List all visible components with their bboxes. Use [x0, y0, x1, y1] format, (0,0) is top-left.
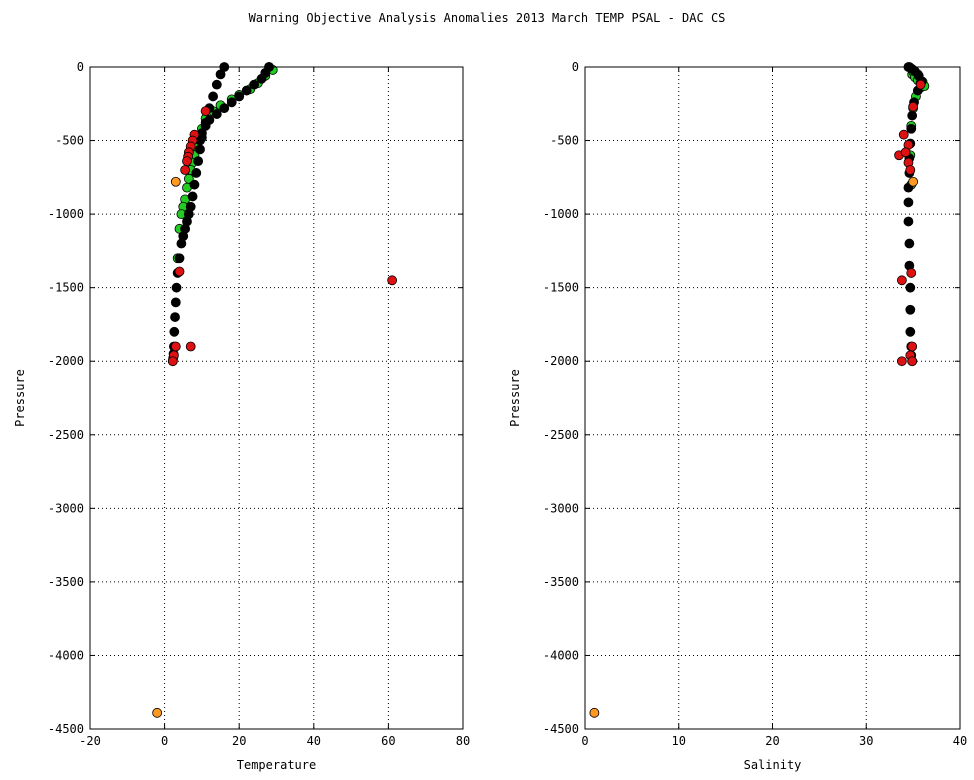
- temperature-data-point: [169, 326, 180, 337]
- temperature-data-point: [211, 79, 222, 90]
- temperature-data-point: [226, 97, 237, 108]
- temperature-y-tick-label: -3000: [48, 501, 84, 515]
- salinity-data-point: [900, 147, 911, 158]
- salinity-data-point: [907, 341, 918, 352]
- salinity-data-point: [908, 176, 919, 187]
- salinity-data-point: [903, 216, 914, 227]
- temperature-y-axis-label: Pressure: [13, 369, 27, 427]
- salinity-data-point: [905, 165, 916, 175]
- temperature-data-point: [180, 165, 191, 175]
- temperature-data-point: [191, 168, 202, 178]
- temperature-data-point: [241, 85, 252, 96]
- temperature-data-point: [182, 156, 192, 167]
- salinity-data-point: [589, 707, 600, 718]
- temperature-data-point: [187, 191, 198, 202]
- temperature-data-point: [208, 91, 218, 102]
- salinity-y-tick-label: -500: [550, 134, 579, 148]
- temperature-y-tick-label: -1000: [48, 207, 84, 221]
- salinity-y-tick-label: -2000: [543, 354, 579, 368]
- salinity-data-point: [907, 356, 918, 367]
- salinity-data-point: [904, 238, 915, 249]
- salinity-x-tick-label: 10: [672, 734, 686, 748]
- temperature-data-point: [193, 156, 204, 167]
- salinity-y-tick-label: -4500: [543, 722, 579, 736]
- temperature-data-point: [219, 103, 230, 114]
- salinity-data-point: [915, 79, 926, 90]
- salinity-data-point: [908, 101, 919, 112]
- salinity-y-tick-label: -1500: [543, 281, 579, 295]
- temperature-data-point: [152, 707, 163, 718]
- salinity-data-point: [906, 268, 917, 278]
- salinity-data-point: [903, 197, 914, 208]
- temperature-y-tick-label: -1500: [48, 281, 84, 295]
- temperature-y-tick-label: -3500: [48, 575, 84, 589]
- temperature-data-point: [176, 238, 187, 249]
- temperature-x-tick-label: 80: [456, 734, 470, 748]
- temperature-data-point: [170, 176, 181, 187]
- temperature-y-tick-label: 0: [77, 60, 84, 74]
- temperature-y-tick-label: -4000: [48, 648, 84, 662]
- salinity-data-point: [906, 123, 917, 134]
- salinity-data-point: [896, 356, 907, 367]
- figure-title: Warning Objective Analysis Anomalies 201…: [249, 11, 726, 25]
- temperature-y-tick-label: -2500: [48, 428, 84, 442]
- temperature-x-tick-label: 20: [232, 734, 246, 748]
- salinity-data-point: [905, 304, 916, 315]
- temperature-data-point: [171, 282, 182, 293]
- temperature-data-point: [167, 356, 178, 367]
- temperature-data-point: [170, 297, 181, 308]
- temperature-y-tick-label: -4500: [48, 722, 84, 736]
- salinity-data-point: [905, 326, 916, 337]
- temperature-data-point: [195, 144, 205, 155]
- temperature-data-point: [387, 275, 398, 286]
- temperature-data-point: [189, 179, 200, 190]
- temperature-plot-area: [90, 67, 463, 729]
- temperature-x-tick-label: -20: [79, 734, 101, 748]
- salinity-y-tick-label: -3500: [543, 575, 579, 589]
- temperature-x-axis-label: Temperature: [237, 758, 316, 772]
- temperature-data-point: [256, 73, 267, 84]
- temperature-data-point: [211, 109, 222, 119]
- salinity-y-tick-label: -3000: [543, 501, 579, 515]
- temperature-data-point: [215, 69, 226, 80]
- temperature-data-point: [174, 253, 185, 264]
- salinity-data-point: [898, 129, 909, 140]
- salinity-y-axis-label: Pressure: [508, 369, 522, 427]
- temperature-panel: -20 0 20 40 60 80 -4500 -4000 -3500 -3000 -2500 -20…: [13, 60, 470, 772]
- temperature-data-point: [200, 106, 211, 117]
- salinity-x-tick-label: 30: [859, 734, 873, 748]
- salinity-data-point: [896, 275, 907, 286]
- temperature-data-point: [234, 91, 245, 102]
- salinity-y-tick-label: -4000: [543, 648, 579, 662]
- salinity-panel: 0 10 20 30 40 -4500 -4000 -3500 -3000 -2500 -2000 -…: [508, 60, 967, 772]
- temperature-y-tick-label: -2000: [48, 354, 84, 368]
- salinity-y-tick-label: 0: [572, 60, 579, 74]
- salinity-x-tick-label: 0: [581, 734, 588, 748]
- salinity-x-axis-label: Salinity: [744, 758, 802, 772]
- temperature-data-point: [174, 266, 185, 277]
- temperature-data-point: [185, 341, 196, 352]
- temperature-x-tick-label: 0: [161, 734, 168, 748]
- temperature-axes-frame: [89, 66, 464, 730]
- temperature-data-point: [170, 312, 180, 322]
- temperature-data-point: [170, 341, 181, 352]
- salinity-y-tick-label: -2500: [543, 428, 579, 442]
- temperature-data-point: [249, 79, 260, 90]
- temperature-y-tick-label: -500: [55, 134, 84, 148]
- salinity-data-point: [907, 110, 918, 121]
- salinity-plot-area: [585, 67, 960, 729]
- temperature-x-tick-label: 60: [381, 734, 395, 748]
- salinity-x-tick-label: 20: [765, 734, 779, 748]
- salinity-data-point: [905, 282, 916, 293]
- salinity-x-tick-label: 40: [953, 734, 967, 748]
- salinity-y-tick-label: -1000: [543, 207, 579, 221]
- temperature-x-tick-label: 40: [307, 734, 321, 748]
